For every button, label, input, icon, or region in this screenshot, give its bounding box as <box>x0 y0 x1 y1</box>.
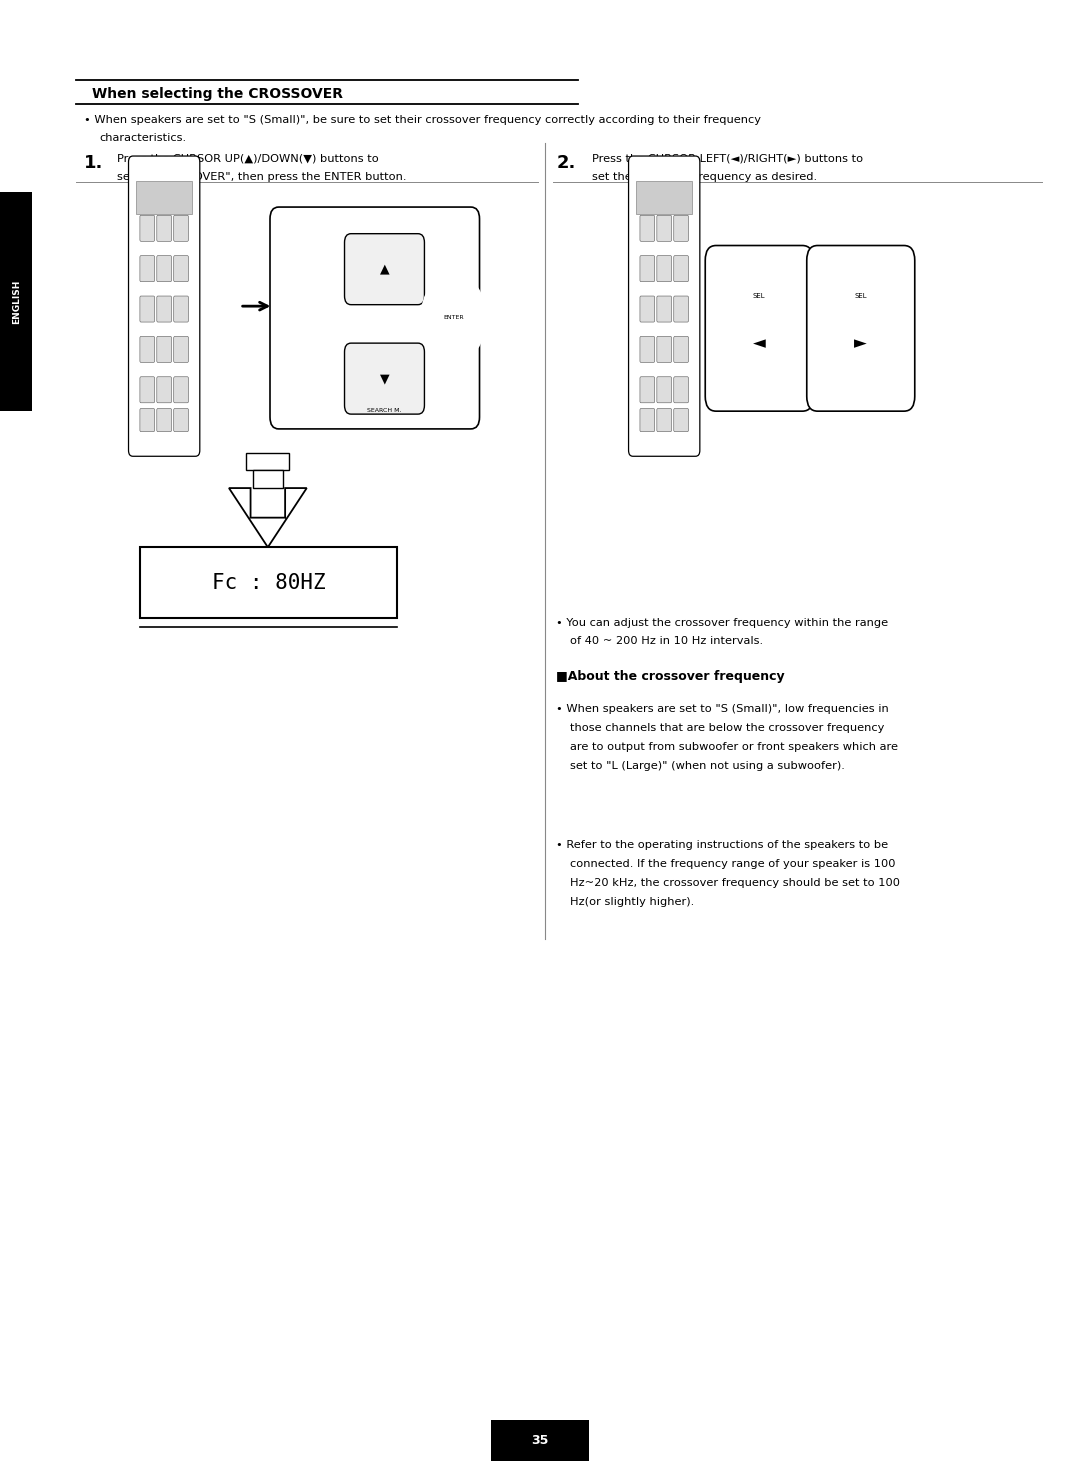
FancyBboxPatch shape <box>491 1420 589 1461</box>
FancyBboxPatch shape <box>140 547 397 618</box>
Text: ▲: ▲ <box>380 263 389 275</box>
FancyBboxPatch shape <box>345 343 424 414</box>
Text: Hz(or slightly higher).: Hz(or slightly higher). <box>570 896 694 907</box>
FancyBboxPatch shape <box>174 336 188 362</box>
Text: Fc : 80HZ: Fc : 80HZ <box>212 572 326 593</box>
Text: are to output from subwoofer or front speakers which are: are to output from subwoofer or front sp… <box>570 742 899 751</box>
FancyBboxPatch shape <box>629 157 700 456</box>
Text: 1.: 1. <box>84 154 104 172</box>
FancyBboxPatch shape <box>657 256 672 281</box>
Text: SEL: SEL <box>753 293 766 299</box>
FancyBboxPatch shape <box>674 336 688 362</box>
Text: those channels that are below the crossover frequency: those channels that are below the crosso… <box>570 723 885 734</box>
FancyBboxPatch shape <box>657 216 672 241</box>
FancyBboxPatch shape <box>129 157 200 456</box>
FancyBboxPatch shape <box>174 216 188 241</box>
FancyBboxPatch shape <box>674 216 688 241</box>
FancyBboxPatch shape <box>674 256 688 281</box>
Text: ►: ► <box>854 334 867 352</box>
FancyBboxPatch shape <box>657 377 672 402</box>
FancyBboxPatch shape <box>157 296 172 322</box>
Text: • Refer to the operating instructions of the speakers to be: • Refer to the operating instructions of… <box>556 840 889 850</box>
Text: ENGLISH: ENGLISH <box>12 280 21 324</box>
Text: ■About the crossover frequency: ■About the crossover frequency <box>556 670 785 683</box>
FancyBboxPatch shape <box>640 256 654 281</box>
FancyBboxPatch shape <box>140 296 154 322</box>
FancyBboxPatch shape <box>157 216 172 241</box>
Text: set the crossover frequency as desired.: set the crossover frequency as desired. <box>592 172 816 182</box>
Text: select the "X-OVER", then press the ENTER button.: select the "X-OVER", then press the ENTE… <box>117 172 406 182</box>
FancyBboxPatch shape <box>657 296 672 322</box>
FancyBboxPatch shape <box>140 377 154 402</box>
Polygon shape <box>229 488 307 547</box>
FancyBboxPatch shape <box>253 470 283 488</box>
Text: • When speakers are set to "S (Small)", be sure to set their crossover frequency: • When speakers are set to "S (Small)", … <box>84 115 761 126</box>
FancyBboxPatch shape <box>140 256 154 281</box>
FancyBboxPatch shape <box>157 377 172 402</box>
FancyBboxPatch shape <box>0 192 32 411</box>
FancyBboxPatch shape <box>157 408 172 432</box>
FancyBboxPatch shape <box>636 182 692 214</box>
Text: characteristics.: characteristics. <box>99 133 187 143</box>
FancyBboxPatch shape <box>157 336 172 362</box>
FancyBboxPatch shape <box>807 246 915 411</box>
Text: SEARCH M.: SEARCH M. <box>367 408 402 413</box>
FancyBboxPatch shape <box>640 377 654 402</box>
Text: ENTER: ENTER <box>443 315 464 321</box>
Text: • You can adjust the crossover frequency within the range: • You can adjust the crossover frequency… <box>556 618 889 629</box>
FancyBboxPatch shape <box>640 216 654 241</box>
FancyBboxPatch shape <box>136 182 192 214</box>
FancyBboxPatch shape <box>174 377 188 402</box>
Text: • When speakers are set to "S (Small)", low frequencies in: • When speakers are set to "S (Small)", … <box>556 704 889 714</box>
Text: connected. If the frequency range of your speaker is 100: connected. If the frequency range of you… <box>570 859 895 870</box>
Text: 2.: 2. <box>556 154 576 172</box>
FancyBboxPatch shape <box>140 336 154 362</box>
FancyBboxPatch shape <box>345 234 424 305</box>
Text: ◄: ◄ <box>753 334 766 352</box>
FancyBboxPatch shape <box>174 408 188 432</box>
Text: of 40 ~ 200 Hz in 10 Hz intervals.: of 40 ~ 200 Hz in 10 Hz intervals. <box>570 636 764 646</box>
FancyBboxPatch shape <box>640 408 654 432</box>
Text: SEL: SEL <box>854 293 867 299</box>
Circle shape <box>421 274 486 362</box>
FancyBboxPatch shape <box>674 296 688 322</box>
FancyBboxPatch shape <box>705 246 813 411</box>
FancyBboxPatch shape <box>157 256 172 281</box>
FancyBboxPatch shape <box>140 216 154 241</box>
FancyBboxPatch shape <box>270 207 480 429</box>
FancyBboxPatch shape <box>174 256 188 281</box>
FancyBboxPatch shape <box>174 296 188 322</box>
Text: Press the CURSOR UP(▲)/DOWN(▼) buttons to: Press the CURSOR UP(▲)/DOWN(▼) buttons t… <box>117 154 378 164</box>
Text: Press the CURSOR LEFT(◄)/RIGHT(►) buttons to: Press the CURSOR LEFT(◄)/RIGHT(►) button… <box>592 154 863 164</box>
FancyBboxPatch shape <box>246 453 289 470</box>
FancyBboxPatch shape <box>140 408 154 432</box>
Text: When selecting the CROSSOVER: When selecting the CROSSOVER <box>92 87 342 101</box>
Text: ▼: ▼ <box>380 373 389 385</box>
FancyBboxPatch shape <box>657 336 672 362</box>
Text: set to "L (Large)" (when not using a subwoofer).: set to "L (Large)" (when not using a sub… <box>570 760 846 771</box>
FancyBboxPatch shape <box>640 296 654 322</box>
FancyBboxPatch shape <box>657 408 672 432</box>
Text: 35: 35 <box>531 1435 549 1446</box>
FancyBboxPatch shape <box>674 408 688 432</box>
FancyBboxPatch shape <box>640 336 654 362</box>
Text: Hz~20 kHz, the crossover frequency should be set to 100: Hz~20 kHz, the crossover frequency shoul… <box>570 879 901 887</box>
FancyBboxPatch shape <box>674 377 688 402</box>
